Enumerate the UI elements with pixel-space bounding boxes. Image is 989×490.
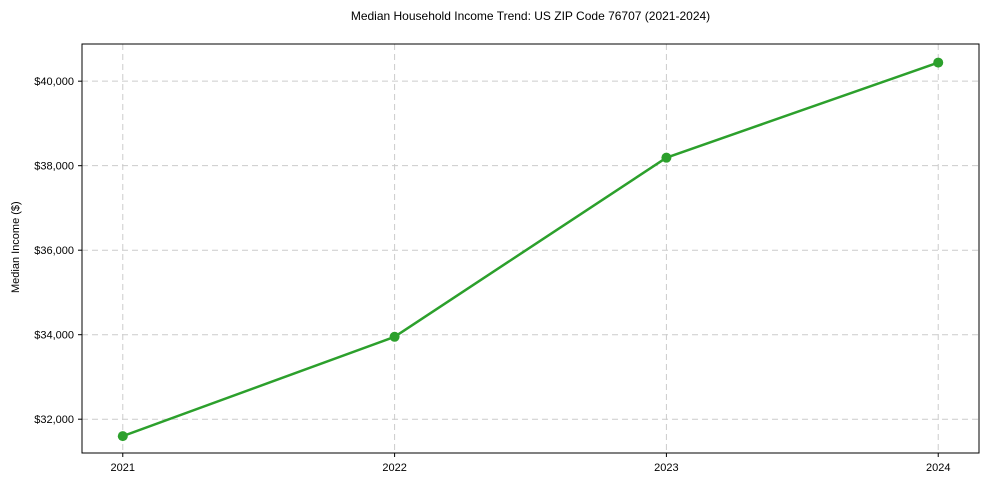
data-point bbox=[661, 152, 672, 163]
x-tick-label: 2022 bbox=[382, 462, 406, 474]
plot-border bbox=[81, 43, 980, 454]
chart-title: Median Household Income Trend: US ZIP Co… bbox=[350, 9, 711, 23]
data-point bbox=[933, 57, 944, 68]
y-tick-label: $32,000 bbox=[34, 414, 74, 426]
y-tick-label: $38,000 bbox=[34, 161, 74, 173]
x-tick-label: 2021 bbox=[111, 462, 135, 474]
data-point bbox=[117, 431, 128, 442]
y-tick-label: $34,000 bbox=[34, 330, 74, 342]
data-point bbox=[389, 331, 400, 342]
x-tick-label: 2023 bbox=[654, 462, 678, 474]
x-tick-label: 2024 bbox=[926, 462, 950, 474]
trend-line bbox=[121, 61, 940, 438]
y-tick-label: $36,000 bbox=[34, 245, 74, 257]
y-tick-label: $40,000 bbox=[34, 76, 74, 88]
